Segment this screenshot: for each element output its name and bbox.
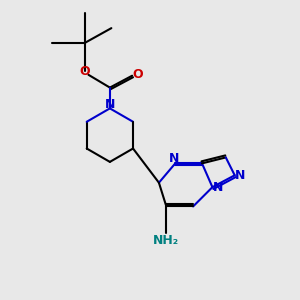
Text: N: N [105, 98, 115, 111]
Text: O: O [132, 68, 143, 81]
Text: NH₂: NH₂ [153, 234, 179, 247]
Text: O: O [79, 65, 90, 78]
Text: N: N [213, 181, 223, 194]
Text: N: N [169, 152, 179, 165]
Text: N: N [235, 169, 245, 182]
